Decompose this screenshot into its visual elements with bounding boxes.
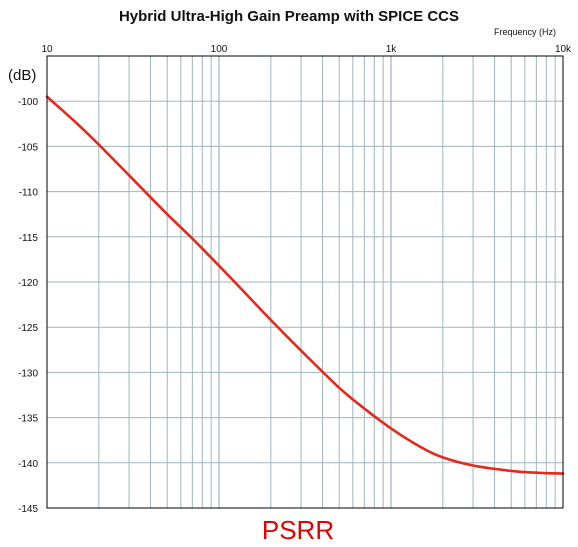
x-tick-label: 10 bbox=[41, 44, 53, 55]
y-tick-label: -130 bbox=[18, 368, 38, 379]
x-axis-title: Frequency (Hz) bbox=[494, 27, 556, 37]
y-axis-title: (dB) bbox=[8, 67, 36, 84]
x-tick-label: 10k bbox=[555, 44, 572, 55]
y-tick-label: -100 bbox=[18, 97, 38, 108]
x-tick-label: 1k bbox=[386, 44, 398, 55]
chart-caption: PSRR bbox=[262, 515, 334, 545]
y-tick-label: -110 bbox=[19, 188, 39, 199]
x-tick-label: 100 bbox=[211, 44, 228, 55]
y-tick-label: -145 bbox=[18, 504, 38, 515]
chart-title: Hybrid Ultra-High Gain Preamp with SPICE… bbox=[119, 8, 459, 25]
grid bbox=[47, 56, 563, 509]
y-tick-label: -135 bbox=[18, 414, 38, 425]
y-tick-label: -115 bbox=[19, 233, 39, 244]
y-tick-label: -125 bbox=[18, 323, 38, 334]
y-tick-label: -140 bbox=[18, 459, 38, 470]
tick-labels: 10 100 1k 10k -100 -105 -110 -115 -120 -125 -130 -1… bbox=[18, 44, 572, 515]
plot-frame bbox=[46, 55, 564, 509]
series-layer bbox=[45, 95, 565, 475]
y-tick-label: -105 bbox=[18, 142, 38, 153]
y-tick-label: -120 bbox=[18, 278, 38, 289]
psrr-series-line bbox=[45, 95, 565, 475]
